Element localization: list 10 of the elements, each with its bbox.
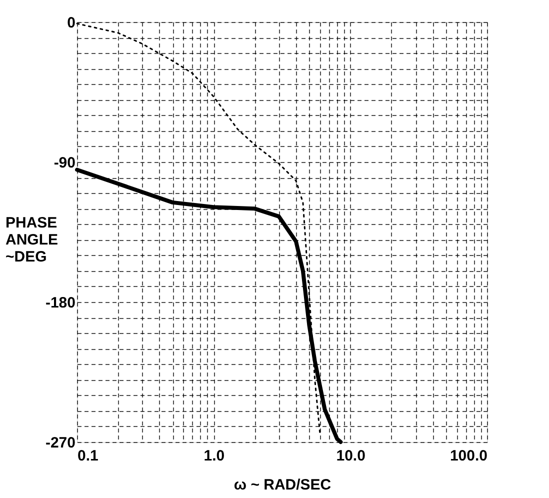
y-tick-label: -90 <box>54 154 76 172</box>
x-tick-label: 100.0 <box>450 448 488 464</box>
y-axis-title: PHASE ANGLE ~DEG <box>6 214 58 266</box>
x-tick-label: 1.0 <box>204 448 225 464</box>
x-axis-title: ω ~ RAD/SEC <box>234 476 332 494</box>
x-tick-label: 10.0 <box>336 448 366 464</box>
y-tick-label: -180 <box>45 294 76 312</box>
y-tick-label: -270 <box>45 434 76 452</box>
y-tick-label: 0 <box>67 14 76 32</box>
x-tick-label: 0.1 <box>78 448 98 464</box>
